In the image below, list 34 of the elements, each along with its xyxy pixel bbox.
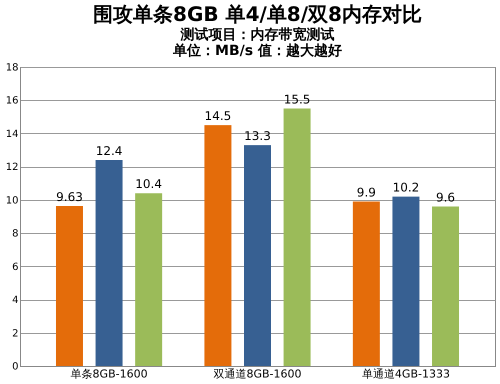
data-label: 15.5 [284,92,310,107]
data-label: 12.4 [96,144,122,158]
data-label: 9.63 [56,190,83,204]
chart-subtitle: 测试项目：内存带宽测试 [180,26,334,43]
x-tick-label: 双通道8GB-1600 [213,368,302,380]
y-tick-label: 6 [12,262,18,273]
bar [135,193,162,366]
y-tick-label: 4 [12,295,18,306]
data-label: 14.5 [204,109,232,124]
bar [392,196,420,366]
y-tick-label: 10 [6,195,18,206]
data-label: 13.3 [244,129,271,144]
y-tick-label: 12 [6,162,18,174]
chart-title: 围攻单条8GB 单4/单8/双8内存对比 [93,2,422,26]
y-tick-label: 2 [12,328,18,340]
x-tick-label: 单条8GB-1600 [70,368,148,380]
bar [204,125,232,366]
text: 单位：MB/s 值：越大越好 [172,43,342,59]
data-label: 10.2 [392,180,420,195]
bar [284,108,311,366]
x-tick-label: 单通道4GB-1333 [362,368,450,380]
bar [96,160,123,366]
y-tick-label: 8 [12,228,18,240]
bar [432,206,460,366]
y-tick-label: 0 [12,362,18,372]
bar [352,202,380,366]
y-tick-label: 18 [6,62,18,74]
bar [56,206,83,366]
data-label: 9.6 [436,190,456,205]
data-label: 10.4 [135,177,162,192]
y-tick-label: 16 [6,96,18,107]
y-tick-label: 14 [6,128,18,140]
data-label: 9.9 [356,186,376,200]
bar [244,145,271,366]
